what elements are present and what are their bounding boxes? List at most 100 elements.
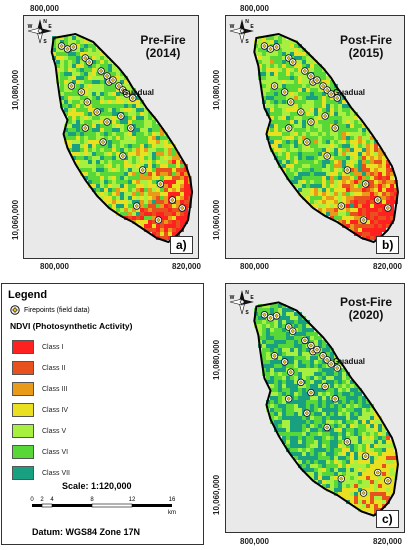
class-label: Class I: [42, 343, 64, 351]
firepoint-marker: [321, 382, 329, 391]
legend-box: Legend Firepoints (field data) NDVI (Pho…: [1, 283, 204, 545]
firepoint-marker: [285, 54, 293, 62]
scale-tick: 4: [50, 497, 54, 503]
firepoint-marker: [337, 475, 345, 483]
town-label: Guadual: [122, 88, 155, 97]
firepoint-marker: [280, 358, 289, 366]
ndvi-raster: [254, 36, 398, 240]
scale-tick: 16: [169, 497, 176, 503]
north-arrow-icon: N S W E: [230, 290, 254, 315]
panel-title-line1: Pre-Fire: [140, 33, 186, 47]
firepoint-marker: [327, 360, 335, 368]
firepoint-marker: [307, 72, 315, 80]
map-area-b: [253, 32, 399, 244]
firepoint-marker: [99, 138, 107, 146]
firepoint-marker: [123, 90, 131, 98]
firepoint-marker: [307, 388, 315, 397]
firepoint-marker: [103, 72, 111, 80]
firepoint-marker: [374, 196, 382, 204]
north-arrow-icon: N S W E: [28, 19, 52, 44]
coord-bottom-right-a: 820,000: [172, 262, 201, 271]
scale-text: Scale: 1:120,000: [62, 481, 132, 491]
firepoint-marker: [327, 90, 335, 98]
firepoint-marker: [127, 124, 135, 132]
firepoint-marker: [323, 152, 331, 160]
firepoint-marker: [313, 345, 321, 354]
legend-class-2: Class II: [12, 361, 65, 375]
coord-left-top-b: 10,080,000: [212, 69, 221, 110]
legend-class-1: Class I: [12, 340, 63, 354]
panel-title-c: Post-Fire (2020): [330, 296, 402, 322]
svg-text:S: S: [245, 310, 249, 315]
firepoint-marker: [117, 112, 125, 120]
coord-top-b: 800,000: [240, 4, 269, 13]
ndvi-title: NDVI (Photosynthetic Activity): [10, 321, 133, 331]
class-label: Class III: [42, 385, 68, 393]
class-label: Class VI: [42, 448, 69, 456]
firepoint-marker: [361, 452, 370, 460]
class-label: Class II: [42, 364, 66, 372]
scale-tick: 8: [90, 497, 94, 503]
firepoint-marker: [307, 341, 315, 350]
map-area-c: [253, 301, 399, 517]
coord-left-top-a: 10,080,000: [11, 69, 20, 110]
legend-title: Legend: [8, 289, 48, 301]
firepoint-marker: [313, 76, 321, 84]
firepoints: [260, 42, 392, 224]
class-label: Class IV: [42, 406, 69, 414]
map-panel-post-fire-2020: Post-Fire (2020) Guadual c): [225, 283, 405, 533]
ndvi-raster: [52, 36, 192, 240]
svg-text:N: N: [245, 290, 249, 296]
firepoints: [57, 42, 186, 224]
firepoint-marker: [285, 124, 293, 132]
swatch-class-7: [12, 466, 34, 480]
firepoint-marker: [85, 58, 93, 66]
firepoint-marker: [301, 336, 309, 345]
firepoint-marker: [266, 314, 275, 322]
svg-text:W: W: [230, 295, 235, 301]
legend-class-3: Class III: [12, 382, 67, 396]
firepoint-marker: [57, 42, 66, 50]
study-area-boundary: [50, 32, 194, 244]
svg-text:E: E: [250, 295, 254, 301]
coord-left-bottom-b: 10,060,000: [212, 199, 221, 240]
firepoint-marker: [307, 118, 315, 126]
svg-text:S: S: [245, 39, 249, 44]
firepoint-marker: [280, 88, 289, 96]
panel-label-b: b): [376, 236, 400, 254]
firepoint-marker: [270, 82, 279, 90]
firepoint-marker: [260, 311, 269, 319]
coord-left-bottom-c: 10,060,000: [212, 474, 221, 515]
firepoint-marker: [323, 356, 331, 364]
firepoint-marker: [178, 204, 186, 212]
coord-top-a: 800,000: [30, 4, 59, 13]
firepoint-marker: [272, 312, 281, 320]
firepoint-marker: [384, 204, 392, 212]
study-area-boundary: [253, 301, 399, 517]
coord-bottom-left-b: 800,000: [240, 262, 269, 271]
firepoint-marker: [297, 108, 305, 116]
firepoint-marker: [93, 108, 101, 116]
coord-left-bottom-a: 10,060,000: [11, 199, 20, 240]
legend-class-6: Class VI: [12, 445, 68, 459]
firepoint-marker: [285, 395, 293, 403]
firepoint-marker: [83, 98, 91, 106]
north-arrow-icon: N S W E: [230, 19, 254, 44]
firepoint-marker: [77, 88, 86, 96]
coord-left-top-c: 10,080,000: [212, 339, 221, 380]
firepoints-label: Firepoints (field data): [24, 306, 90, 314]
scale-bar: 0 2 4 8 12 16 km: [30, 497, 176, 516]
scale-tick: 0: [30, 497, 34, 503]
panel-title-line2: (2014): [145, 46, 181, 60]
firepoint-marker: [301, 67, 309, 75]
firepoint-marker: [289, 327, 297, 335]
class-label: Class V: [42, 427, 67, 435]
swatch-class-5: [12, 424, 34, 438]
panel-title-line1: Post-Fire: [339, 33, 392, 47]
svg-text:W: W: [28, 24, 33, 30]
panel-title-line2: (2020): [348, 308, 384, 322]
firepoint-marker: [260, 42, 269, 50]
scale-tick: 2: [40, 497, 44, 503]
firepoint-marker: [109, 76, 117, 84]
firepoint-marker: [138, 166, 147, 174]
